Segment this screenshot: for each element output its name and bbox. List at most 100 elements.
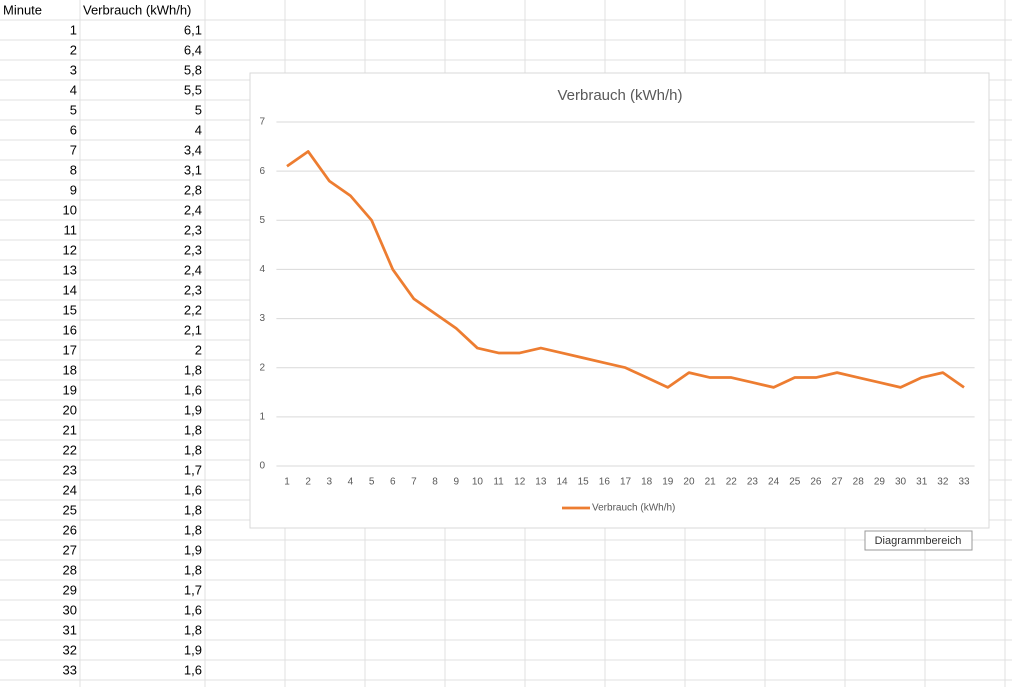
cell: 1,8 <box>184 502 202 517</box>
x-tick-label: 29 <box>874 477 886 488</box>
cell: 4 <box>70 82 77 97</box>
cell: 28 <box>63 562 77 577</box>
y-tick-label: 7 <box>259 117 265 128</box>
cell: 20 <box>63 402 77 417</box>
legend-label: Verbrauch (kWh/h) <box>592 503 675 514</box>
x-tick-label: 1 <box>284 477 290 488</box>
x-tick-label: 6 <box>390 477 396 488</box>
y-tick-label: 0 <box>259 461 265 472</box>
x-tick-label: 9 <box>453 477 459 488</box>
x-tick-label: 23 <box>747 477 759 488</box>
cell: 6,1 <box>184 22 202 37</box>
cell: 1,7 <box>184 462 202 477</box>
cell: 5 <box>195 102 202 117</box>
cell: 1 <box>70 22 77 37</box>
cell: 17 <box>63 342 77 357</box>
cell: 6 <box>70 122 77 137</box>
cell: 14 <box>63 282 77 297</box>
cell: 2,3 <box>184 242 202 257</box>
cell: 10 <box>63 202 77 217</box>
x-tick-label: 31 <box>916 477 928 488</box>
x-tick-label: 12 <box>514 477 526 488</box>
cell: 1,9 <box>184 642 202 657</box>
cell: 1,6 <box>184 602 202 617</box>
cell: 2,2 <box>184 302 202 317</box>
y-tick-label: 4 <box>259 264 265 275</box>
x-tick-label: 32 <box>937 477 949 488</box>
x-tick-label: 4 <box>348 477 354 488</box>
y-tick-label: 6 <box>259 166 265 177</box>
x-tick-label: 13 <box>535 477 547 488</box>
y-tick-label: 2 <box>259 362 265 373</box>
cell: 11 <box>64 222 78 237</box>
cell: 1,8 <box>184 442 202 457</box>
x-tick-label: 24 <box>768 477 780 488</box>
cell: 33 <box>63 662 77 677</box>
x-tick-label: 14 <box>556 477 568 488</box>
cell: 4 <box>195 122 202 137</box>
cell: 2,1 <box>184 322 202 337</box>
chart-title: Verbrauch (kWh/h) <box>557 87 682 104</box>
cell: 8 <box>70 162 77 177</box>
x-tick-label: 33 <box>958 477 970 488</box>
chart-area[interactable] <box>249 72 990 529</box>
x-tick-label: 11 <box>493 477 504 488</box>
x-tick-label: 20 <box>683 477 695 488</box>
x-tick-label: 27 <box>832 477 844 488</box>
y-tick-label: 1 <box>259 411 265 422</box>
cell: 6,4 <box>184 42 202 57</box>
cell: 2,4 <box>184 202 202 217</box>
x-tick-label: 17 <box>620 477 632 488</box>
x-tick-label: 25 <box>789 477 801 488</box>
cell: 2 <box>195 342 202 357</box>
cell: 30 <box>63 602 77 617</box>
line-series <box>286 150 965 389</box>
x-tick-label: 19 <box>662 477 674 488</box>
header-cell: Verbrauch (kWh/h) <box>83 2 191 17</box>
x-tick-label: 2 <box>305 477 311 488</box>
cell: 3,1 <box>184 162 202 177</box>
cell: 5,8 <box>184 62 202 77</box>
cell: 1,6 <box>184 482 202 497</box>
x-tick-label: 16 <box>599 477 611 488</box>
cell: 5 <box>70 102 77 117</box>
cell: 2,4 <box>184 262 202 277</box>
x-tick-label: 8 <box>432 477 438 488</box>
cell: 1,9 <box>184 542 202 557</box>
cell: 13 <box>63 262 77 277</box>
tooltip-box <box>864 530 973 551</box>
cell: 1,7 <box>184 582 202 597</box>
cell: 2,8 <box>184 182 202 197</box>
cell: 2,3 <box>184 222 202 237</box>
cell: 31 <box>63 622 77 637</box>
x-tick-label: 5 <box>369 477 375 488</box>
cell: 1,8 <box>184 622 202 637</box>
cell: 1,9 <box>184 402 202 417</box>
cell: 2,3 <box>184 282 202 297</box>
x-tick-label: 30 <box>895 477 907 488</box>
cell: 2 <box>70 42 77 57</box>
cell: 1,6 <box>184 382 202 397</box>
cell: 15 <box>63 302 77 317</box>
cell: 27 <box>63 542 77 557</box>
x-tick-label: 22 <box>726 477 738 488</box>
cell: 12 <box>63 242 77 257</box>
x-tick-label: 18 <box>641 477 653 488</box>
cell: 1,8 <box>184 362 202 377</box>
y-tick-label: 3 <box>259 313 265 324</box>
x-tick-label: 21 <box>705 477 717 488</box>
cell: 19 <box>63 382 77 397</box>
header-cell: Minute <box>3 2 42 17</box>
x-tick-label: 28 <box>853 477 865 488</box>
cell: 9 <box>70 182 77 197</box>
y-tick-label: 5 <box>259 215 265 226</box>
cell: 3 <box>70 62 77 77</box>
cell: 1,8 <box>184 562 202 577</box>
cell: 1,8 <box>184 422 202 437</box>
cell: 25 <box>63 502 77 517</box>
cell: 21 <box>63 422 77 437</box>
x-tick-label: 26 <box>810 477 822 488</box>
cell: 1,8 <box>184 522 202 537</box>
cell: 16 <box>63 322 77 337</box>
